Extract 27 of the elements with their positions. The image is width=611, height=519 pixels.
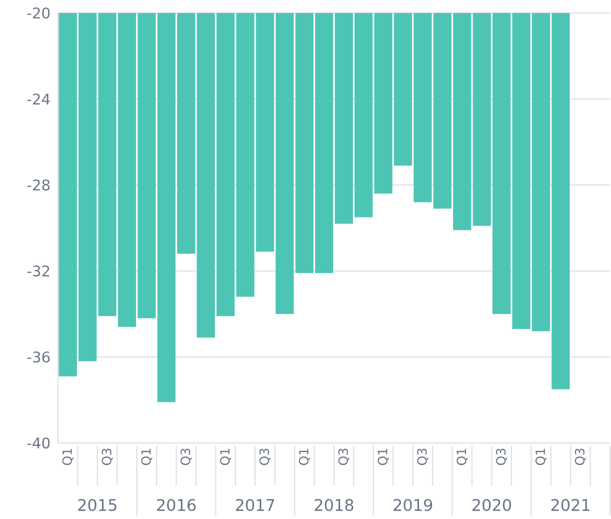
x-tick-label: Q3 xyxy=(496,448,508,466)
y-tick-label: -36 xyxy=(27,351,50,363)
x-tick-label: Q3 xyxy=(338,448,350,466)
text: 2019 xyxy=(394,498,432,512)
text: 2017 xyxy=(236,498,274,512)
text: 2018 xyxy=(314,498,354,512)
x-tick-label: Q3 xyxy=(180,448,192,466)
text: 2021 xyxy=(551,498,590,512)
text: 2020 xyxy=(472,498,511,512)
y-tick-label: -24 xyxy=(27,94,50,104)
y-tick-label: -20 xyxy=(27,7,50,19)
x-tick-label: Q1 xyxy=(220,448,232,466)
text: 2016 xyxy=(157,498,196,512)
x-tick-label: Q1 xyxy=(535,448,547,466)
x-tick-label: Q1 xyxy=(141,448,152,466)
x-tick-label: Q1 xyxy=(298,448,310,466)
y-tick-label: -32 xyxy=(27,265,50,277)
x-tick-label: Q1 xyxy=(62,448,74,466)
x-tick-label: Q3 xyxy=(259,448,271,466)
y-tick-label: -40 xyxy=(27,437,50,449)
y-tick-label: -28 xyxy=(27,179,50,191)
x-tick-label: Q3 xyxy=(102,448,113,466)
x-tick-label: Q1 xyxy=(378,448,389,466)
x-tick-label: Q1 xyxy=(456,448,468,466)
text: 2015 xyxy=(78,498,116,512)
x-tick-label: Q3 xyxy=(574,448,586,466)
x-tick-label: Q3 xyxy=(417,448,428,466)
